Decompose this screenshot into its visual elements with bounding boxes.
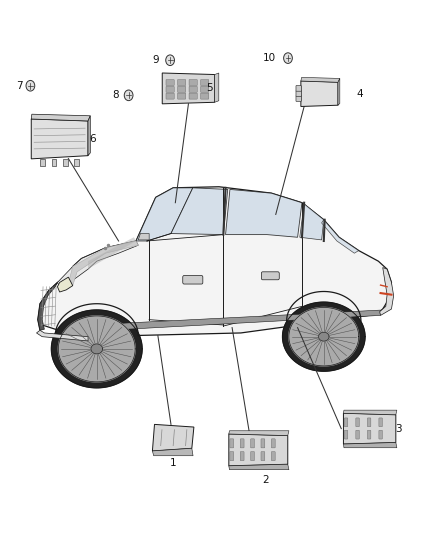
Polygon shape <box>301 81 338 107</box>
FancyBboxPatch shape <box>261 439 265 448</box>
FancyBboxPatch shape <box>177 79 186 86</box>
Polygon shape <box>229 431 289 435</box>
Polygon shape <box>51 310 142 388</box>
FancyBboxPatch shape <box>240 451 244 461</box>
Polygon shape <box>57 277 73 292</box>
Circle shape <box>26 80 35 91</box>
Polygon shape <box>343 410 397 415</box>
Polygon shape <box>36 330 88 341</box>
Circle shape <box>166 55 174 66</box>
FancyBboxPatch shape <box>261 272 279 280</box>
Polygon shape <box>162 73 215 104</box>
FancyBboxPatch shape <box>189 93 197 99</box>
FancyBboxPatch shape <box>201 93 209 99</box>
FancyBboxPatch shape <box>240 439 244 448</box>
FancyBboxPatch shape <box>166 86 174 92</box>
FancyBboxPatch shape <box>272 451 275 461</box>
Polygon shape <box>38 187 392 337</box>
Polygon shape <box>152 448 193 456</box>
FancyBboxPatch shape <box>261 451 265 461</box>
FancyBboxPatch shape <box>166 79 174 86</box>
Polygon shape <box>289 308 359 366</box>
FancyBboxPatch shape <box>251 439 254 448</box>
FancyBboxPatch shape <box>344 418 348 427</box>
Text: 7: 7 <box>16 81 22 91</box>
Polygon shape <box>38 282 57 330</box>
Polygon shape <box>300 204 324 240</box>
Polygon shape <box>226 189 302 237</box>
Polygon shape <box>88 310 381 332</box>
FancyBboxPatch shape <box>189 86 197 92</box>
Polygon shape <box>31 114 90 121</box>
FancyBboxPatch shape <box>230 451 234 461</box>
FancyBboxPatch shape <box>296 96 301 101</box>
Polygon shape <box>88 116 90 156</box>
FancyBboxPatch shape <box>230 439 234 448</box>
Text: 4: 4 <box>356 88 363 99</box>
Polygon shape <box>40 159 45 166</box>
FancyBboxPatch shape <box>177 86 186 92</box>
Polygon shape <box>138 233 149 240</box>
Text: 6: 6 <box>89 134 95 144</box>
Polygon shape <box>152 424 194 451</box>
FancyBboxPatch shape <box>296 85 301 91</box>
Polygon shape <box>63 159 67 166</box>
Text: 1: 1 <box>170 458 177 468</box>
FancyBboxPatch shape <box>344 430 348 439</box>
Polygon shape <box>31 119 88 159</box>
Polygon shape <box>136 188 193 241</box>
Polygon shape <box>88 237 136 269</box>
Polygon shape <box>215 73 219 102</box>
FancyBboxPatch shape <box>183 276 203 284</box>
Polygon shape <box>58 316 135 382</box>
Polygon shape <box>321 220 359 253</box>
Text: 10: 10 <box>263 53 276 63</box>
Polygon shape <box>74 159 79 166</box>
Polygon shape <box>343 413 396 444</box>
FancyBboxPatch shape <box>367 418 371 427</box>
Polygon shape <box>91 344 102 354</box>
FancyBboxPatch shape <box>367 430 371 439</box>
FancyBboxPatch shape <box>379 418 382 427</box>
Polygon shape <box>283 302 365 371</box>
Text: 8: 8 <box>112 90 119 100</box>
FancyBboxPatch shape <box>166 93 174 99</box>
FancyBboxPatch shape <box>201 79 209 86</box>
Polygon shape <box>57 241 138 287</box>
Polygon shape <box>318 332 329 341</box>
Polygon shape <box>52 159 56 166</box>
Polygon shape <box>68 241 138 286</box>
Text: 3: 3 <box>395 424 401 434</box>
Polygon shape <box>171 188 228 235</box>
Polygon shape <box>229 434 288 466</box>
FancyBboxPatch shape <box>272 439 275 448</box>
Text: 9: 9 <box>152 55 159 65</box>
Polygon shape <box>343 442 397 448</box>
Text: 2: 2 <box>262 475 269 485</box>
FancyBboxPatch shape <box>296 91 301 96</box>
Text: 5: 5 <box>206 83 213 93</box>
Circle shape <box>284 53 292 63</box>
FancyBboxPatch shape <box>251 451 254 461</box>
FancyBboxPatch shape <box>177 93 186 99</box>
FancyBboxPatch shape <box>379 430 382 439</box>
FancyBboxPatch shape <box>356 418 359 427</box>
FancyBboxPatch shape <box>189 79 197 86</box>
Polygon shape <box>380 268 394 316</box>
Polygon shape <box>229 464 289 470</box>
FancyBboxPatch shape <box>356 430 359 439</box>
FancyBboxPatch shape <box>201 86 209 92</box>
Circle shape <box>124 90 133 101</box>
Polygon shape <box>338 78 340 105</box>
Polygon shape <box>301 77 340 82</box>
